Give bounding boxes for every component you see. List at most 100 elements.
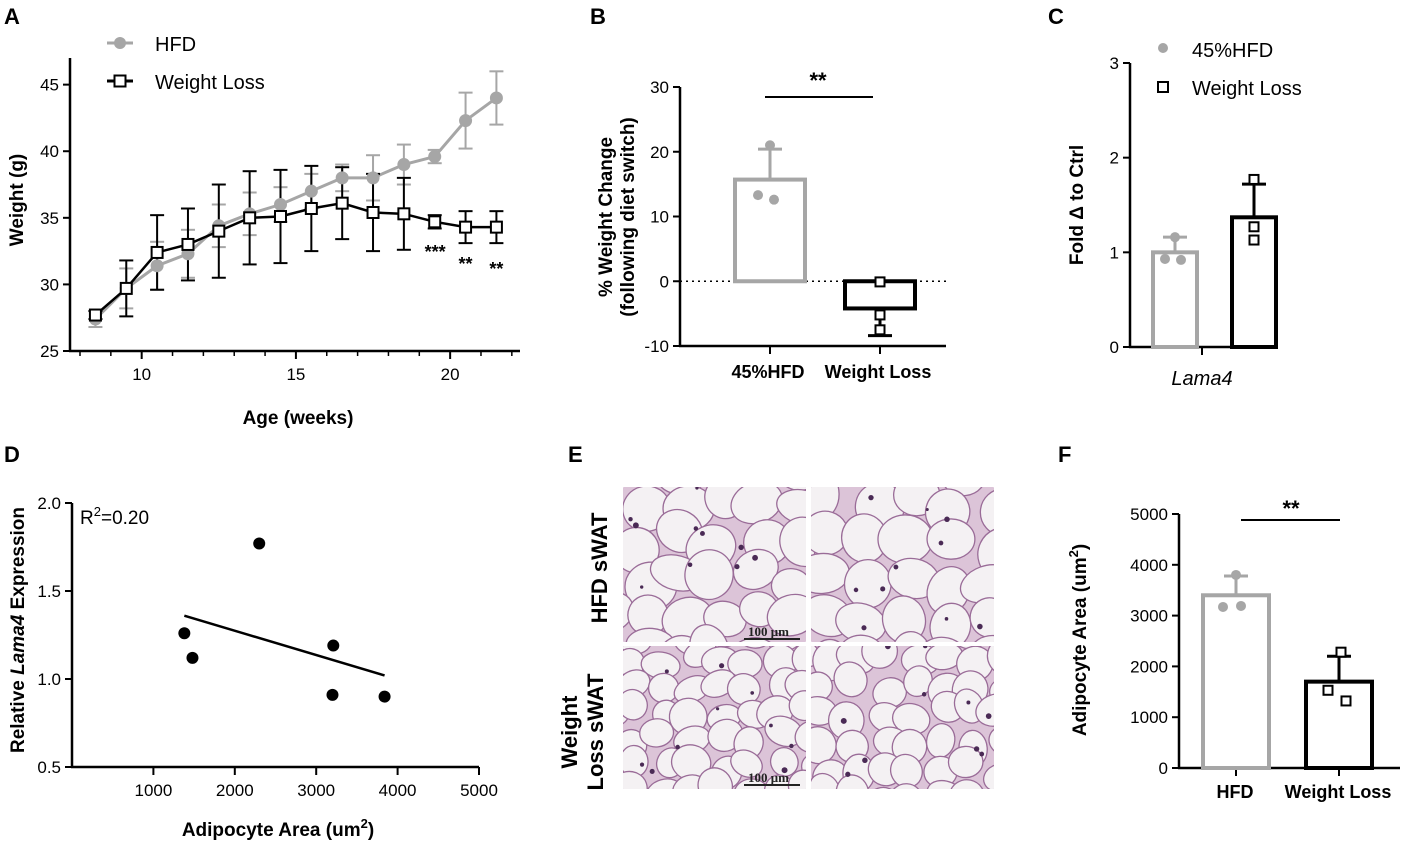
adipocyte-cell: [811, 772, 841, 789]
nucleus-dot: [695, 487, 699, 490]
adipocyte-cell: [779, 516, 806, 568]
nucleus-dot: [649, 768, 655, 774]
chart-a-hfd-point: [428, 150, 442, 164]
chart-a-hfd-line: [94, 96, 498, 321]
adipocyte-cell: [697, 767, 734, 789]
nucleus-dot: [862, 757, 868, 764]
nucleus-dot: [966, 700, 971, 705]
chart-d-r2-value: =0.20: [101, 508, 149, 529]
nucleus-dot: [716, 707, 720, 711]
chart-b-weight-change: % Weight Change (following diet switch) …: [596, 68, 946, 382]
chart-f-y-axis-label: Adipocyte Area (um2): [1066, 544, 1091, 736]
nucleus-dot: [789, 743, 794, 749]
chart-a-wl-point: [489, 220, 503, 234]
adipocyte-cell: [732, 548, 779, 591]
chart-f-bar-hfd: [1201, 593, 1271, 771]
adipocyte-cell: [730, 749, 763, 778]
chart-a-hfd-point: [459, 114, 473, 128]
chart-b-wl-point: [874, 324, 886, 336]
adipocyte-cell: [647, 672, 680, 704]
chart-d-x-tick-label: 4000: [379, 781, 417, 800]
chart-c-y-tick-label: 1: [1110, 243, 1119, 262]
histology-image-weight-loss-1: [623, 646, 806, 789]
nucleus-dot: [734, 564, 740, 570]
nucleus-dot: [893, 564, 899, 570]
chart-f-hfd-point: [1218, 601, 1228, 612]
chart-a-wl-point: [181, 237, 195, 251]
chart-c-y-axis-label: Fold Δ to Ctrl: [1067, 145, 1088, 265]
chart-a-wl-point: [243, 211, 257, 225]
chart-a-y-tick-label: 40: [40, 142, 59, 161]
chart-a-legend-hfd-marker: [114, 37, 126, 49]
histology-texture: [623, 487, 806, 642]
chart-b-y-axis-label-line2: (following diet switch): [618, 117, 639, 316]
chart-d-x-axis-label: Adipocyte Area (um2): [182, 816, 374, 841]
adipocyte-cell: [968, 634, 994, 642]
panel-label-e: E: [568, 442, 583, 467]
adipocyte-cell: [979, 488, 994, 537]
chart-c-lama4-fold-change: Fold Δ to Ctrl Lama4 45%HFD Weight Loss …: [1067, 40, 1302, 390]
chart-d-r2-sup: 2: [94, 504, 101, 519]
chart-d-r2-annotation: R2=0.20: [80, 504, 149, 529]
chart-d-point: [327, 639, 340, 652]
histology-row-label-hfd: HFD sWAT: [587, 512, 612, 624]
adipocyte-cell: [989, 678, 994, 710]
chart-a-wl-point: [459, 220, 473, 234]
nucleus-dot: [640, 585, 644, 589]
chart-d-x-axis-label-a: Adipocyte Area (um: [182, 820, 361, 841]
chart-a-wl-point: [212, 224, 226, 238]
adipocyte-cell: [891, 631, 933, 642]
adipocyte-cell: [926, 518, 976, 560]
panel-label-d: D: [4, 442, 20, 467]
chart-a-y-tick-label: 25: [40, 342, 59, 361]
nucleus-dot: [977, 623, 983, 630]
chart-f-y-axis-label-end: ): [1070, 544, 1091, 550]
nucleus-dot: [944, 617, 949, 621]
chart-a-hfd-point: [273, 198, 287, 211]
chart-a-y-tick-label: 35: [40, 209, 59, 228]
panel-label-c: C: [1048, 4, 1064, 29]
adipocyte-cell: [888, 783, 924, 789]
chart-f-category-hfd: HFD: [1217, 782, 1254, 802]
nucleus-dot: [885, 646, 891, 650]
chart-f-significance: **: [1282, 496, 1300, 521]
chart-b-category-weight-loss: Weight Loss: [825, 362, 932, 382]
adipocyte-cell: [733, 778, 772, 789]
chart-b-y-tick-label: -10: [644, 337, 669, 356]
chart-b-hfd-point: [765, 140, 775, 151]
chart-a-legend-weight-loss: Weight Loss: [155, 72, 265, 94]
chart-a-x-tick-label: 20: [441, 365, 460, 384]
chart-f-y-tick-label: 1000: [1130, 708, 1168, 727]
chart-f-wl-point: [1322, 684, 1334, 696]
chart-f-hfd-point: [1231, 569, 1241, 580]
chart-d-lama4-vs-area: Relative Lama4 Expression Adipocyte Area…: [8, 494, 498, 841]
adipocyte-cell: [837, 634, 887, 642]
chart-a-significance-marker: **: [459, 254, 473, 274]
chart-c-hfd-point: [1176, 254, 1186, 265]
adipocyte-cell: [975, 693, 994, 727]
chart-b-bar-hfd: [733, 177, 807, 284]
adipocyte-cell: [788, 690, 806, 722]
nucleus-dot: [840, 717, 847, 724]
chart-a-x-tick-label: 15: [286, 365, 305, 384]
nucleus-dot: [687, 562, 693, 567]
scale-bar-label-weight-loss: 100 μm: [748, 770, 789, 785]
nucleus-dot: [675, 744, 680, 750]
adipocyte-cell: [769, 747, 799, 777]
chart-b-y-tick-label: 10: [650, 208, 669, 227]
chart-c-hfd-point: [1160, 253, 1170, 264]
chart-d-y-axis-label-gene: Lama4: [8, 614, 29, 675]
chart-c-legend-wl-marker: [1157, 81, 1169, 93]
chart-c-bar-hfd: [1151, 250, 1199, 349]
chart-a-wl-point: [88, 308, 102, 322]
nucleus-dot: [880, 586, 886, 592]
adipocyte-cell: [833, 661, 868, 698]
chart-b-hfd-point: [769, 194, 779, 205]
chart-a-legend-hfd: HFD: [155, 34, 196, 56]
adipocyte-cell: [726, 673, 761, 706]
chart-a-wl-point: [273, 209, 287, 223]
chart-f-adipocyte-area: Adipocyte Area (um2) HFD Weight Loss ** …: [1066, 496, 1400, 802]
nucleus-dot: [699, 531, 705, 536]
chart-a-wl-point: [366, 205, 380, 219]
